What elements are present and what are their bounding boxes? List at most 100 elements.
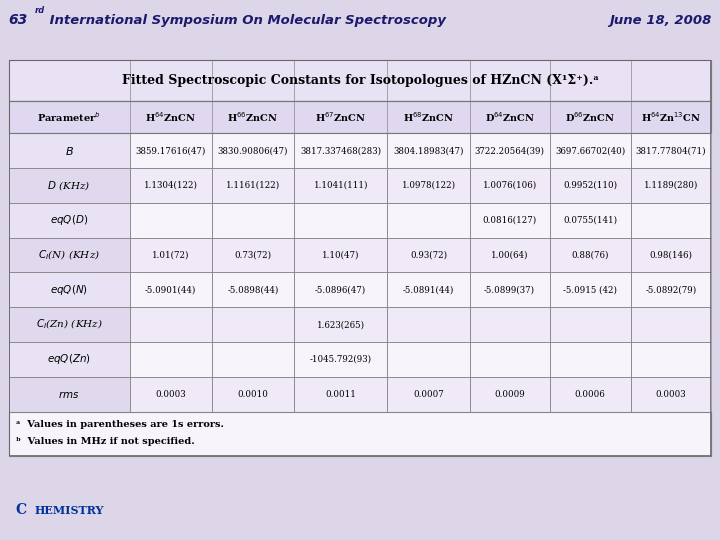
Text: 3817.77804(71): 3817.77804(71) bbox=[636, 146, 706, 155]
Bar bbox=[130, 377, 212, 411]
Text: H$^{66}$ZnCN: H$^{66}$ZnCN bbox=[228, 110, 278, 124]
Bar bbox=[469, 168, 550, 203]
Bar bbox=[212, 307, 294, 342]
Text: 1.623(265): 1.623(265) bbox=[317, 320, 365, 329]
Text: -5.0891(44): -5.0891(44) bbox=[402, 285, 454, 294]
Text: $rms$: $rms$ bbox=[58, 389, 80, 400]
Bar bbox=[130, 238, 212, 272]
Text: 0.0003: 0.0003 bbox=[156, 390, 186, 399]
Bar bbox=[294, 307, 387, 342]
Bar bbox=[9, 411, 711, 456]
Text: 0.0816(127): 0.0816(127) bbox=[482, 215, 537, 225]
Bar bbox=[631, 168, 711, 203]
Text: rd: rd bbox=[35, 6, 45, 15]
Text: $C_I$(Zn) (KHz): $C_I$(Zn) (KHz) bbox=[36, 318, 102, 332]
Text: D$^{66}$ZnCN: D$^{66}$ZnCN bbox=[565, 110, 615, 124]
Text: 0.0010: 0.0010 bbox=[238, 390, 269, 399]
Text: 0.0003: 0.0003 bbox=[656, 390, 686, 399]
Bar bbox=[469, 307, 550, 342]
Bar bbox=[550, 272, 631, 307]
Text: -5.0899(37): -5.0899(37) bbox=[484, 285, 535, 294]
Text: 1.0978(122): 1.0978(122) bbox=[402, 181, 456, 190]
Bar bbox=[9, 133, 130, 168]
Text: -5.0896(47): -5.0896(47) bbox=[315, 285, 366, 294]
Bar bbox=[294, 377, 387, 411]
Text: 0.88(76): 0.88(76) bbox=[572, 251, 609, 260]
Text: 1.1189(280): 1.1189(280) bbox=[644, 181, 698, 190]
Text: 0.73(72): 0.73(72) bbox=[234, 251, 271, 260]
Bar bbox=[212, 133, 294, 168]
Text: 3830.90806(47): 3830.90806(47) bbox=[217, 146, 288, 155]
Bar bbox=[631, 377, 711, 411]
Bar bbox=[631, 238, 711, 272]
Bar bbox=[9, 342, 130, 377]
Bar bbox=[9, 168, 130, 203]
Bar bbox=[294, 342, 387, 377]
Bar bbox=[9, 60, 711, 101]
Text: H$^{64}$ZnCN: H$^{64}$ZnCN bbox=[145, 110, 196, 124]
Bar bbox=[631, 342, 711, 377]
Text: $eqQ(Zn)$: $eqQ(Zn)$ bbox=[47, 353, 91, 367]
Bar bbox=[294, 238, 387, 272]
Text: Parameter$^b$: Parameter$^b$ bbox=[37, 110, 101, 124]
Bar bbox=[631, 307, 711, 342]
Text: D$^{64}$ZnCN: D$^{64}$ZnCN bbox=[485, 110, 535, 124]
Text: 0.0007: 0.0007 bbox=[413, 390, 444, 399]
Text: HEMISTRY: HEMISTRY bbox=[35, 505, 104, 516]
Text: $C_I$(N) (KHz): $C_I$(N) (KHz) bbox=[38, 248, 100, 262]
Bar bbox=[387, 377, 469, 411]
Text: June 18, 2008: June 18, 2008 bbox=[609, 14, 711, 26]
Bar bbox=[550, 133, 631, 168]
Text: 0.0755(141): 0.0755(141) bbox=[563, 215, 617, 225]
Text: -5.0898(44): -5.0898(44) bbox=[227, 285, 279, 294]
Text: 3697.66702(40): 3697.66702(40) bbox=[555, 146, 625, 155]
Bar bbox=[469, 342, 550, 377]
Text: 1.1041(111): 1.1041(111) bbox=[313, 181, 368, 190]
Bar bbox=[631, 133, 711, 168]
Bar bbox=[550, 377, 631, 411]
Text: 0.98(146): 0.98(146) bbox=[649, 251, 693, 260]
Text: 63: 63 bbox=[9, 13, 28, 27]
Bar bbox=[212, 203, 294, 238]
Bar bbox=[631, 272, 711, 307]
Text: 0.0009: 0.0009 bbox=[495, 390, 525, 399]
Text: 3817.337468(283): 3817.337468(283) bbox=[300, 146, 381, 155]
Bar bbox=[550, 342, 631, 377]
Text: ᵇ  Values in MHz if not specified.: ᵇ Values in MHz if not specified. bbox=[16, 437, 194, 447]
Bar bbox=[550, 203, 631, 238]
Text: 1.1161(122): 1.1161(122) bbox=[225, 181, 280, 190]
Text: -1045.792(93): -1045.792(93) bbox=[310, 355, 372, 364]
Text: $eqQ(D)$: $eqQ(D)$ bbox=[50, 213, 89, 227]
Text: C: C bbox=[16, 503, 27, 517]
Text: 1.0076(106): 1.0076(106) bbox=[482, 181, 537, 190]
Bar bbox=[387, 238, 469, 272]
Bar bbox=[387, 168, 469, 203]
Text: ᵃ  Values in parentheses are 1s errors.: ᵃ Values in parentheses are 1s errors. bbox=[16, 420, 223, 429]
Text: Fitted Spectroscopic Constants for Isotopologues of HZnCN (X¹Σ⁺).ᵃ: Fitted Spectroscopic Constants for Isoto… bbox=[122, 74, 598, 87]
Text: -5.0915 (42): -5.0915 (42) bbox=[563, 285, 617, 294]
Bar bbox=[294, 133, 387, 168]
Text: H$^{68}$ZnCN: H$^{68}$ZnCN bbox=[403, 110, 454, 124]
Bar bbox=[469, 272, 550, 307]
Bar bbox=[212, 168, 294, 203]
Text: 3722.20564(39): 3722.20564(39) bbox=[474, 146, 544, 155]
Bar bbox=[294, 203, 387, 238]
Text: $B$: $B$ bbox=[65, 145, 73, 157]
Bar bbox=[469, 238, 550, 272]
Bar bbox=[469, 377, 550, 411]
Text: 1.00(64): 1.00(64) bbox=[491, 251, 528, 260]
Bar bbox=[130, 203, 212, 238]
Bar bbox=[212, 238, 294, 272]
Bar bbox=[9, 307, 130, 342]
Bar bbox=[9, 238, 130, 272]
Text: 1.10(47): 1.10(47) bbox=[322, 251, 359, 260]
Bar bbox=[387, 342, 469, 377]
Text: 0.9952(110): 0.9952(110) bbox=[563, 181, 617, 190]
Bar bbox=[212, 272, 294, 307]
Bar bbox=[130, 307, 212, 342]
Bar bbox=[130, 272, 212, 307]
Text: H$^{67}$ZnCN: H$^{67}$ZnCN bbox=[315, 110, 366, 124]
Bar bbox=[130, 133, 212, 168]
Text: -5.0901(44): -5.0901(44) bbox=[145, 285, 197, 294]
Bar bbox=[631, 203, 711, 238]
